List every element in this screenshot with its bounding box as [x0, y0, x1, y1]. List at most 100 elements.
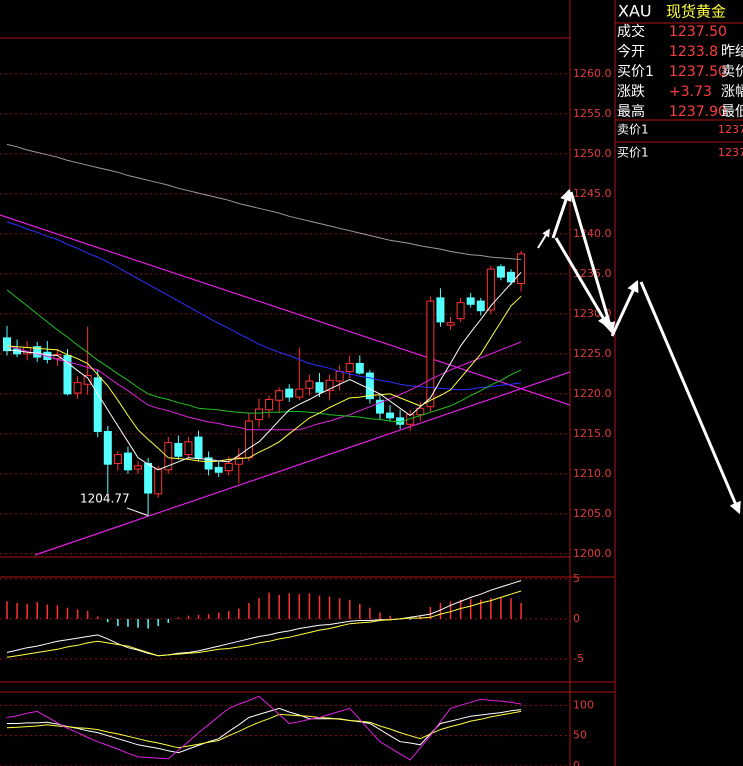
candle-body [416, 407, 425, 416]
candle-body [103, 430, 112, 465]
candle-body [507, 271, 515, 283]
y-tick-label: 5 [573, 572, 580, 585]
candle-body [184, 441, 193, 456]
macd-bar [167, 618, 170, 623]
y-tick-label: -5 [573, 652, 584, 665]
data-layer: 1204.77 [3, 143, 526, 761]
candle-body [93, 377, 102, 432]
candle-body [456, 302, 465, 320]
macd-bar [359, 603, 361, 619]
macd-bar [26, 603, 28, 619]
quote-label: 最低 [721, 104, 743, 120]
macd-bar [107, 618, 109, 623]
y-tick-label: 1240.0 [573, 227, 612, 240]
macd-bar [369, 607, 371, 619]
candle-body [174, 442, 183, 457]
candle-body [446, 322, 455, 326]
macd-bar [389, 615, 391, 619]
candle-body [496, 266, 505, 278]
macd-bar [409, 618, 411, 620]
trendline [34, 371, 570, 556]
quote-value: 1237.90 [669, 104, 727, 120]
y-tick-label: 1200.0 [573, 547, 612, 560]
candle-body [486, 268, 495, 311]
arrow [569, 191, 616, 335]
annotation-leader [126, 507, 149, 517]
macd-bar [469, 598, 472, 619]
instrument-name: 现货黄金 [666, 3, 726, 21]
macd-bar [510, 598, 512, 619]
indicator-line [6, 580, 522, 657]
quote-label: 卖价 [721, 64, 743, 80]
candle-body [305, 380, 314, 389]
candle-body [255, 408, 263, 420]
candle-body [426, 300, 435, 408]
trendlines [0, 214, 570, 556]
indicator-line [6, 289, 522, 423]
y-tick-label: 1250.0 [573, 147, 612, 160]
indicator-line [6, 143, 522, 260]
candle-body [386, 412, 395, 419]
macd-bar [298, 594, 301, 619]
panel-bg [616, 0, 743, 160]
candle-body [33, 346, 42, 358]
candle-body [134, 465, 143, 470]
y-tick-label: 100 [573, 698, 594, 711]
y-tick-label: 1205.0 [573, 507, 612, 520]
macd-bar [36, 602, 38, 619]
macd-bar [76, 609, 79, 619]
depth-label: 买价1 [617, 146, 649, 160]
macd-bar [207, 614, 210, 619]
quote-value: 1237.50 [669, 64, 727, 80]
candle-body [335, 370, 344, 382]
candle-body [204, 457, 213, 470]
indicator-line [6, 295, 522, 463]
macd-bar [6, 601, 8, 619]
macd-bar [348, 599, 351, 619]
candle-body [164, 442, 173, 471]
quote-label: 昨结 [721, 44, 743, 60]
macd-bar [459, 599, 462, 619]
candle-body [365, 372, 374, 400]
indicator-line [6, 221, 522, 391]
quote-label: 涨跌 [617, 84, 645, 100]
macd-bar [288, 593, 290, 619]
candle-body [436, 297, 445, 323]
symbol: XAU [618, 2, 652, 21]
candle-body [224, 462, 233, 472]
candle-body [123, 452, 132, 471]
macd-bar [238, 608, 240, 619]
depth-value: 1237 [718, 146, 743, 159]
y-tick-label: 0 [573, 612, 580, 625]
y-tick-label: 1215.0 [573, 427, 612, 440]
macd-bar [500, 597, 502, 619]
candle-body [375, 399, 384, 414]
macd-bar [177, 617, 180, 619]
candle-body [295, 388, 304, 398]
indicator-line [6, 695, 522, 761]
candle-body [214, 466, 223, 473]
indicator-line [6, 710, 522, 749]
low-annotation: 1204.77 [80, 492, 130, 506]
quote-label: 最高 [617, 103, 645, 120]
y-tick-label: 1260.0 [573, 67, 612, 80]
macd-bar [96, 616, 99, 619]
candle-body [244, 420, 253, 459]
y-tick-label: 1225.0 [573, 347, 612, 360]
candle-body [53, 354, 62, 360]
candle-body [194, 436, 203, 459]
macd-bar [379, 612, 381, 619]
candle-body [73, 382, 82, 394]
y-tick-label: 0 [573, 759, 580, 766]
candle-body [265, 398, 274, 411]
macd-bar [520, 602, 522, 619]
arrow [639, 281, 741, 515]
quote-value: 1237.50 [669, 24, 727, 40]
indicator-line [6, 271, 522, 471]
candle-body [83, 374, 92, 385]
macd-bar [480, 599, 482, 619]
macd-bar [268, 592, 270, 619]
arrow [554, 237, 610, 329]
depth-value: 1237 [718, 123, 743, 136]
